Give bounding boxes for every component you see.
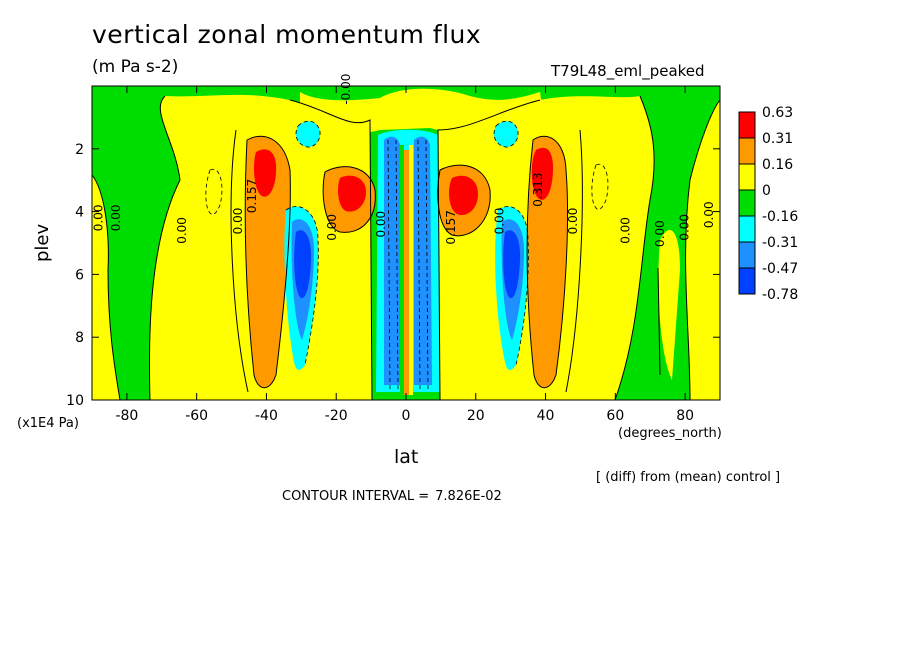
x-tick-label: -20: [325, 408, 348, 424]
field-red-sh-inner: [338, 175, 366, 212]
contour-interval-value: 7.826E-02: [435, 489, 502, 504]
contour-label: 0.00: [175, 217, 189, 244]
field-lightblue-eq2: [414, 136, 432, 385]
field-yellow-east2: [658, 230, 680, 380]
field-lightblue-eq1: [384, 136, 402, 385]
field-blue-sh: [294, 230, 312, 299]
run-label: T79L48_eml_peaked: [551, 62, 705, 80]
colorbar-swatch: [738, 111, 756, 139]
field-blue-nh: [503, 230, 521, 299]
contour-line-10: [565, 129, 583, 393]
y-tick-label: 8: [75, 330, 84, 346]
y-tick-label: 2: [75, 142, 84, 158]
colorbar-swatch: [738, 215, 756, 243]
contour-line-9: [230, 129, 249, 393]
contour-label: 0.157: [444, 210, 458, 244]
contour-line-2: [526, 135, 569, 389]
field-orange-sh-outer: [245, 136, 291, 388]
field-yellow-east: [685, 100, 720, 400]
y-tick-label: 6: [75, 267, 84, 283]
colorbar-label: -0.16: [762, 209, 798, 225]
contour-dashed-1: [285, 206, 319, 366]
contour-label: 0.00: [702, 201, 716, 228]
field-red-nh-outer: [531, 147, 553, 200]
field-equator-stripe-1: [400, 145, 404, 395]
x-tick-label: 60: [606, 408, 624, 424]
colorbar-label: -0.31: [762, 235, 798, 251]
y-axis-units: (x1E4 Pa): [17, 416, 79, 431]
colorbar-label: 0.31: [762, 131, 793, 147]
contour-label: 0.00: [231, 208, 245, 235]
y-tick-label: 10: [66, 393, 84, 409]
x-axis-label: lat: [394, 446, 419, 468]
contour-line-13: [657, 267, 661, 376]
colorbar-label: 0.63: [762, 105, 793, 121]
y-tick-label: 4: [75, 205, 84, 221]
field-orange-nh-outer: [527, 136, 568, 388]
contour-label: 0.313: [531, 172, 545, 206]
contour-dashed-8: [591, 163, 609, 210]
colorbar-label: 0: [762, 183, 771, 199]
x-tick-label: 20: [467, 408, 485, 424]
contour-line-3: [322, 166, 376, 233]
colorbar-label: -0.78: [762, 287, 798, 303]
field-cyan-nh-top: [494, 121, 519, 148]
colorbar-swatch: [738, 241, 756, 269]
contour-line-1: [244, 135, 291, 389]
contour-interval: CONTOUR INTERVAL = 7.826E-02: [282, 489, 502, 504]
diff-note: [ (diff) from (mean) control ]: [596, 470, 781, 485]
contour-dashed-9: [295, 120, 321, 148]
x-tick-label: 0: [402, 408, 411, 424]
contour-label: 0.00: [325, 214, 339, 241]
x-tick-label: -60: [185, 408, 208, 424]
contour-dashed-2: [497, 206, 529, 366]
x-tick-label: -80: [115, 408, 138, 424]
field-cyan-sh-top: [296, 121, 321, 148]
contour-label: 0.00: [678, 214, 692, 241]
field-equator-core: [404, 150, 409, 395]
contour-label: 0.00: [566, 208, 580, 235]
contour-label: 0.00: [109, 205, 123, 232]
contour-dashed-10: [493, 120, 519, 148]
contour-dashed-7: [205, 168, 223, 215]
colorbar-swatch: [738, 189, 756, 217]
colorbar-swatch: [738, 137, 756, 165]
contour-line-5: [148, 95, 181, 400]
x-tick-label: -40: [255, 408, 278, 424]
contour-interval-label: CONTOUR INTERVAL =: [282, 489, 430, 504]
contour-line-8: [685, 99, 720, 400]
contour-label: 0.157: [245, 179, 259, 213]
x-tick-label: 80: [676, 408, 694, 424]
contour-label: -0.00: [339, 74, 353, 105]
contour-label: 0.00: [374, 211, 388, 238]
field-yellow-west: [92, 175, 120, 400]
colorbar-swatch: [738, 163, 756, 191]
chart-title: vertical zonal momentum flux: [92, 20, 482, 49]
colorbar-label: 0.16: [762, 157, 793, 173]
contour-line-7: [92, 174, 121, 400]
y-axis-label: plev: [32, 223, 53, 262]
contour-line-12: [437, 99, 541, 400]
field-red-sh-outer: [254, 149, 277, 197]
field-red-nh-inner: [449, 175, 478, 216]
contour-label: 0.00: [493, 208, 507, 235]
contour-line-11: [289, 99, 373, 400]
x-axis-units: (degrees_north): [618, 426, 722, 441]
contour-line-6: [614, 95, 655, 400]
colorbar-swatch: [738, 267, 756, 295]
contour-label: 0.00: [618, 217, 632, 244]
colorbar-label: -0.47: [762, 261, 798, 277]
x-tick-label: 40: [537, 408, 555, 424]
field-equator-stripe-2: [409, 145, 413, 395]
contour-label: 0.00: [653, 220, 667, 247]
contour-label: 0.00: [91, 205, 105, 232]
chart-units: (m Pa s-2): [92, 57, 179, 77]
